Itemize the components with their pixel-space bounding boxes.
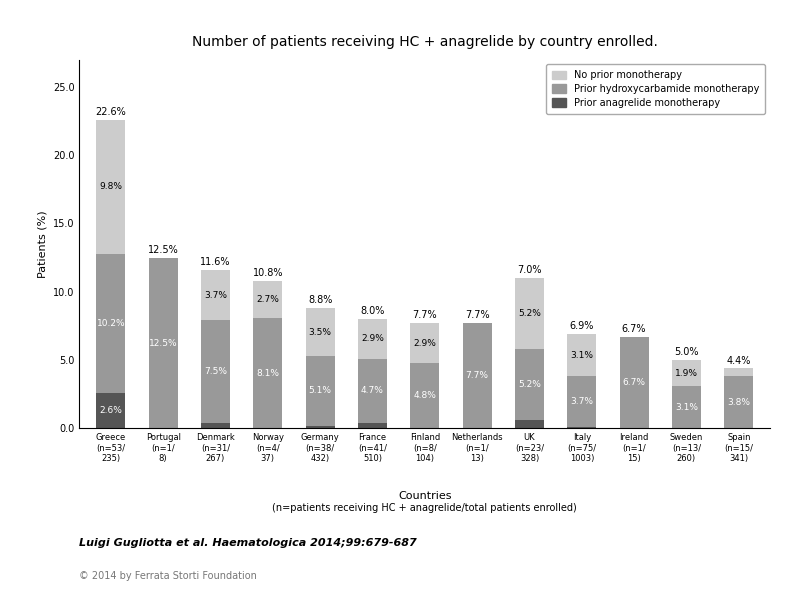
Bar <box>96 253 125 393</box>
Bar <box>253 318 282 428</box>
Bar <box>515 420 544 428</box>
Text: © 2014 by Ferrata Storti Foundation: © 2014 by Ferrata Storti Foundation <box>79 571 257 581</box>
Bar <box>358 319 387 359</box>
Bar <box>515 278 544 349</box>
Text: 5.1%: 5.1% <box>309 386 332 395</box>
Bar <box>148 258 178 428</box>
Text: 12.5%: 12.5% <box>148 339 177 347</box>
Bar <box>306 425 334 428</box>
Bar <box>410 323 439 363</box>
Bar <box>201 270 229 321</box>
Bar <box>672 386 701 428</box>
Bar <box>358 359 387 423</box>
Legend: No prior monotherapy, Prior hydroxycarbamide monotherapy, Prior anagrelide monot: No prior monotherapy, Prior hydroxycarba… <box>546 64 765 114</box>
Text: 7.5%: 7.5% <box>204 367 227 376</box>
Text: 5.0%: 5.0% <box>674 347 699 358</box>
Text: 22.6%: 22.6% <box>95 107 126 117</box>
Text: 10.8%: 10.8% <box>252 268 283 278</box>
Bar <box>724 368 754 377</box>
Text: 10.2%: 10.2% <box>97 319 125 328</box>
Text: 7.7%: 7.7% <box>465 371 488 380</box>
Text: 3.5%: 3.5% <box>309 328 332 337</box>
Bar <box>515 349 544 420</box>
Bar <box>201 321 229 423</box>
Text: 2.7%: 2.7% <box>256 295 279 304</box>
Bar <box>620 337 649 428</box>
Text: 6.7%: 6.7% <box>622 378 646 387</box>
Text: 3.1%: 3.1% <box>675 403 698 412</box>
Text: 11.6%: 11.6% <box>200 257 231 267</box>
Text: (n=patients receiving HC + anagrelide/total patients enrolled): (n=patients receiving HC + anagrelide/to… <box>272 503 577 513</box>
Text: 12.5%: 12.5% <box>148 245 179 255</box>
Text: Luigi Gugliotta et al. Haematologica 2014;99:679-687: Luigi Gugliotta et al. Haematologica 201… <box>79 538 417 549</box>
Text: 2.9%: 2.9% <box>414 339 436 347</box>
Text: 3.7%: 3.7% <box>204 291 227 300</box>
Text: 6.9%: 6.9% <box>569 321 594 331</box>
Text: 2.6%: 2.6% <box>99 406 122 415</box>
Text: 5.2%: 5.2% <box>518 309 541 318</box>
Text: 7.0%: 7.0% <box>517 265 542 275</box>
Text: 4.7%: 4.7% <box>361 386 384 395</box>
Bar <box>672 360 701 386</box>
Text: 8.1%: 8.1% <box>256 368 279 378</box>
Bar <box>568 427 596 428</box>
Bar <box>201 423 229 428</box>
Bar <box>96 393 125 428</box>
Text: 6.7%: 6.7% <box>622 324 646 334</box>
Bar <box>96 120 125 253</box>
Bar <box>724 377 754 428</box>
Text: Countries: Countries <box>398 491 452 501</box>
Text: 9.8%: 9.8% <box>99 182 122 191</box>
Text: 4.4%: 4.4% <box>727 356 751 365</box>
Text: 5.2%: 5.2% <box>518 380 541 389</box>
Y-axis label: Patients (%): Patients (%) <box>37 210 48 278</box>
Text: 3.7%: 3.7% <box>570 397 593 406</box>
Bar <box>568 334 596 377</box>
Text: 3.8%: 3.8% <box>727 398 750 407</box>
Text: 8.0%: 8.0% <box>360 306 384 317</box>
Bar <box>306 308 334 356</box>
Bar <box>568 377 596 427</box>
Bar <box>463 323 491 428</box>
Text: 7.7%: 7.7% <box>464 311 489 321</box>
Bar <box>358 423 387 428</box>
Bar <box>410 363 439 428</box>
Text: 2.9%: 2.9% <box>361 334 384 343</box>
Text: 4.8%: 4.8% <box>414 391 436 400</box>
Text: 8.8%: 8.8% <box>308 296 333 305</box>
Text: 1.9%: 1.9% <box>675 368 698 378</box>
Bar <box>253 281 282 318</box>
Bar <box>306 356 334 425</box>
Title: Number of patients receiving HC + anagrelide by country enrolled.: Number of patients receiving HC + anagre… <box>192 35 657 49</box>
Text: 3.1%: 3.1% <box>570 351 593 360</box>
Text: 7.7%: 7.7% <box>412 311 437 321</box>
